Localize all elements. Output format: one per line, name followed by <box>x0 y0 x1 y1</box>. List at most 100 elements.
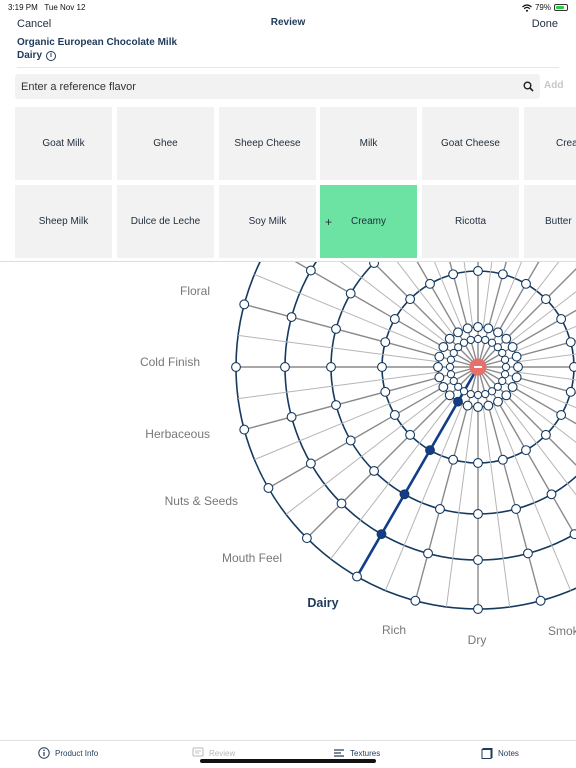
wheel-node-selected <box>425 445 435 456</box>
wheel-label[interactable]: Cold Finish <box>140 355 200 369</box>
cancel-button[interactable]: Cancel <box>17 18 52 30</box>
add-button[interactable]: Add <box>544 80 564 91</box>
wheel-node <box>331 324 341 334</box>
product-name: Organic European Chocolate Milk <box>17 37 178 48</box>
flavor-tile-label: Goat Cheese <box>441 138 500 149</box>
product-category-label: Dairy <box>17 50 43 61</box>
wheel-node <box>369 465 380 476</box>
tab-review[interactable]: Review <box>192 747 235 759</box>
wheel-node <box>345 288 356 299</box>
wheel-spoke-secondary <box>509 291 576 344</box>
wheel-node <box>449 348 458 358</box>
wheel-node <box>444 390 455 401</box>
flavor-wheel-graph[interactable]: Floral Cold Finish Herbaceous Nuts & Seeds M… <box>0 262 576 740</box>
wheel-node <box>462 323 473 334</box>
wheel-node <box>263 483 274 493</box>
wheel-node <box>565 337 576 348</box>
wheel-node <box>239 424 250 435</box>
wheel-node <box>345 435 356 446</box>
wheel-label[interactable]: Floral <box>180 284 210 298</box>
wheel-label[interactable]: Mouth Feel <box>222 551 282 565</box>
home-indicator <box>200 759 376 763</box>
flavor-tile-selected[interactable]: + Creamy <box>320 185 417 258</box>
reference-flavor-input[interactable] <box>21 74 511 99</box>
wheel-spoke-secondary <box>238 334 439 363</box>
wheel-node <box>448 454 459 465</box>
flavor-tile[interactable]: Goat Milk <box>15 107 112 180</box>
info-icon <box>38 747 50 759</box>
wheel-spoke-secondary <box>463 262 474 328</box>
done-button[interactable]: Done <box>531 18 558 30</box>
wheel-spoke-secondary <box>492 262 523 331</box>
wheel-node <box>410 595 421 606</box>
wheel-node <box>523 548 533 559</box>
wheel-node <box>459 387 469 396</box>
wheel-node <box>540 294 551 305</box>
wheel-node <box>500 355 510 364</box>
wheel-node <box>473 334 483 344</box>
flavor-tile[interactable]: Cream Cheese <box>524 107 576 180</box>
wheel-node <box>493 343 502 352</box>
wheel-label[interactable]: Dry <box>468 633 487 647</box>
wheel-node <box>331 400 341 410</box>
wheel-node <box>501 390 512 401</box>
wheel-label[interactable]: Dairy <box>307 596 338 610</box>
wheel-spoke-secondary <box>514 381 576 409</box>
wheel-spoke-secondary <box>492 403 572 591</box>
flavor-tile-label: Butter <box>545 216 572 227</box>
flavor-tile[interactable]: Sheep Cheese <box>219 107 316 180</box>
wheel-node <box>380 386 391 397</box>
wheel-node <box>487 387 497 396</box>
flavor-tile[interactable]: Butter <box>524 185 576 258</box>
wheel-node <box>326 362 336 372</box>
tab-notes[interactable]: Notes <box>481 747 519 759</box>
flavor-tile[interactable]: Soy Milk <box>219 185 316 258</box>
wheel-node <box>453 327 463 338</box>
wheel-node <box>513 362 523 372</box>
wheel-node <box>501 333 512 344</box>
wheel-node <box>435 504 445 514</box>
wheel-node <box>301 533 312 544</box>
wheel-node <box>473 604 483 614</box>
flavor-tile[interactable]: Ricotta <box>422 185 519 258</box>
wheel-node <box>493 327 503 338</box>
wheel-spoke-secondary <box>501 262 560 336</box>
wheel-node <box>497 269 508 280</box>
wheel-label[interactable]: Nuts & Seeds <box>165 494 238 508</box>
wheel-label[interactable]: Smoky <box>548 624 576 638</box>
review-icon <box>192 747 204 757</box>
wheel-node <box>423 548 433 559</box>
battery-percent: 79% <box>534 3 551 12</box>
tab-bar: Product Info Review Textures Notes <box>0 740 576 768</box>
wheel-node <box>556 314 567 324</box>
flavor-tile[interactable]: Sheep Milk <box>15 185 112 258</box>
wheel-node <box>473 509 483 519</box>
flavor-tile[interactable]: Ghee <box>117 107 214 180</box>
wheel-spoke <box>477 366 576 539</box>
flavor-tile-label: Ricotta <box>454 216 487 227</box>
battery-fill <box>556 6 564 9</box>
search-icon[interactable] <box>523 81 534 92</box>
flavor-tile[interactable]: Goat Cheese <box>422 107 519 180</box>
wheel-node <box>433 362 443 372</box>
info-icon[interactable]: i <box>46 50 57 61</box>
flavor-wheel: Floral Cold Finish Herbaceous Nuts & Seeds M… <box>0 261 576 740</box>
wheel-node <box>481 335 490 345</box>
wheel-node <box>434 372 445 383</box>
tab-label: Review <box>209 748 236 758</box>
wheel-node <box>389 314 400 324</box>
tab-textures[interactable]: Textures <box>333 747 380 759</box>
wheel-node <box>462 400 473 411</box>
flavor-tile[interactable]: Milk <box>320 107 417 180</box>
flavor-tile[interactable]: Dulce de Leche <box>117 185 214 258</box>
wheel-label[interactable]: Herbaceous <box>145 427 210 441</box>
wheel-node <box>493 396 503 407</box>
wheel-node <box>377 362 387 372</box>
wheel-node <box>231 362 241 372</box>
tab-label: Notes <box>498 748 519 758</box>
tab-product-info[interactable]: Product Info <box>38 747 98 759</box>
wheel-label[interactable]: Rich <box>382 623 406 637</box>
tab-label: Product Info <box>55 748 99 758</box>
flavor-tile-label: Cream Cheese <box>556 138 576 149</box>
wheel-spoke-secondary <box>254 273 442 353</box>
